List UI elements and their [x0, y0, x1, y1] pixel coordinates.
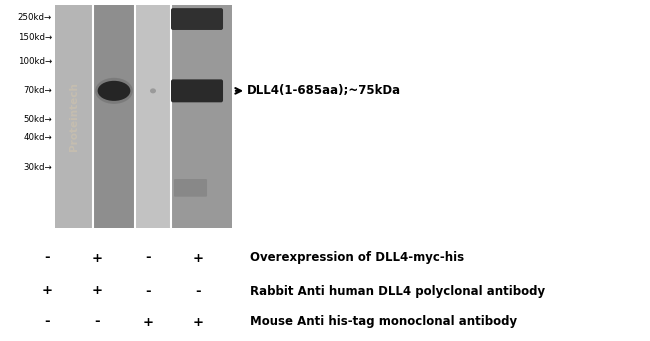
- Text: Rabbit Anti human DLL4 polyclonal antibody: Rabbit Anti human DLL4 polyclonal antibo…: [250, 284, 545, 297]
- Text: +: +: [192, 252, 203, 265]
- Text: Mouse Anti his-tag monoclonal antibody: Mouse Anti his-tag monoclonal antibody: [250, 315, 517, 328]
- Text: Proteintech: Proteintech: [69, 82, 79, 151]
- Text: -: -: [44, 252, 50, 265]
- Text: Overexpression of DLL4-myc-his: Overexpression of DLL4-myc-his: [250, 252, 464, 265]
- Ellipse shape: [95, 78, 133, 104]
- Text: 100kd→: 100kd→: [18, 57, 52, 66]
- FancyBboxPatch shape: [174, 179, 207, 197]
- FancyBboxPatch shape: [171, 8, 223, 30]
- Text: -: -: [195, 284, 201, 297]
- Bar: [135, 5, 171, 228]
- Text: 250kd→: 250kd→: [18, 13, 52, 22]
- Text: -: -: [94, 315, 100, 328]
- Bar: [55, 5, 93, 228]
- Text: -: -: [145, 252, 151, 265]
- Text: -: -: [44, 315, 50, 328]
- Text: DLL4(1-685aa);~75kDa: DLL4(1-685aa);~75kDa: [247, 84, 401, 97]
- Bar: [93, 5, 135, 228]
- Text: +: +: [142, 315, 153, 328]
- Ellipse shape: [150, 88, 156, 93]
- Text: 150kd→: 150kd→: [18, 33, 52, 42]
- Text: +: +: [42, 284, 53, 297]
- Text: 30kd→: 30kd→: [23, 163, 52, 172]
- Text: 70kd→: 70kd→: [23, 86, 52, 95]
- Text: -: -: [145, 284, 151, 297]
- Text: +: +: [92, 284, 103, 297]
- Text: 50kd→: 50kd→: [23, 115, 52, 124]
- Text: 40kd→: 40kd→: [23, 133, 52, 142]
- Text: +: +: [92, 252, 103, 265]
- Ellipse shape: [98, 81, 131, 101]
- Bar: [171, 5, 232, 228]
- FancyBboxPatch shape: [171, 79, 223, 102]
- Text: +: +: [192, 315, 203, 328]
